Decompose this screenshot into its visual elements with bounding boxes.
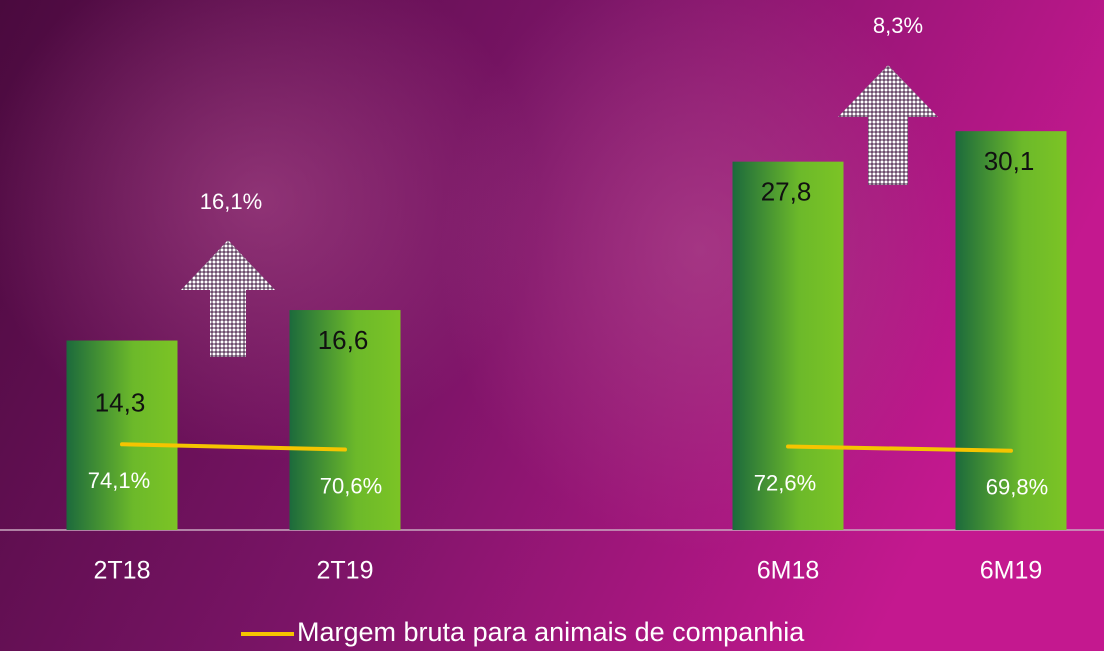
bar xyxy=(955,131,1067,531)
bar-value-label: 27,8 xyxy=(761,177,812,207)
x-tick-label: 6M18 xyxy=(757,557,820,585)
bar-value-label: 14,3 xyxy=(95,387,146,417)
x-tick-label: 2T19 xyxy=(317,557,374,585)
margin-line xyxy=(120,442,347,452)
bar xyxy=(289,310,401,530)
bar xyxy=(66,340,178,530)
growth-arrow xyxy=(838,65,938,185)
margin-line xyxy=(786,444,1013,453)
annotation: 8,3% xyxy=(873,13,923,38)
margin-value-label: 72,6% xyxy=(754,470,816,495)
x-tick-label: 2T18 xyxy=(94,557,151,585)
margin-value-label: 69,8% xyxy=(986,475,1048,500)
annotation: 16,1% xyxy=(200,189,262,214)
margin-value-label: 74,1% xyxy=(88,468,150,493)
margin-value-label: 70,6% xyxy=(320,473,382,498)
x-tick-label: 6M19 xyxy=(980,557,1043,585)
legend-label: Margem bruta para animais de companhia xyxy=(297,617,805,647)
growth-arrow xyxy=(181,240,275,357)
bar xyxy=(732,161,844,530)
bar-value-label: 16,6 xyxy=(318,325,369,355)
bar-value-label: 30,1 xyxy=(984,146,1035,176)
